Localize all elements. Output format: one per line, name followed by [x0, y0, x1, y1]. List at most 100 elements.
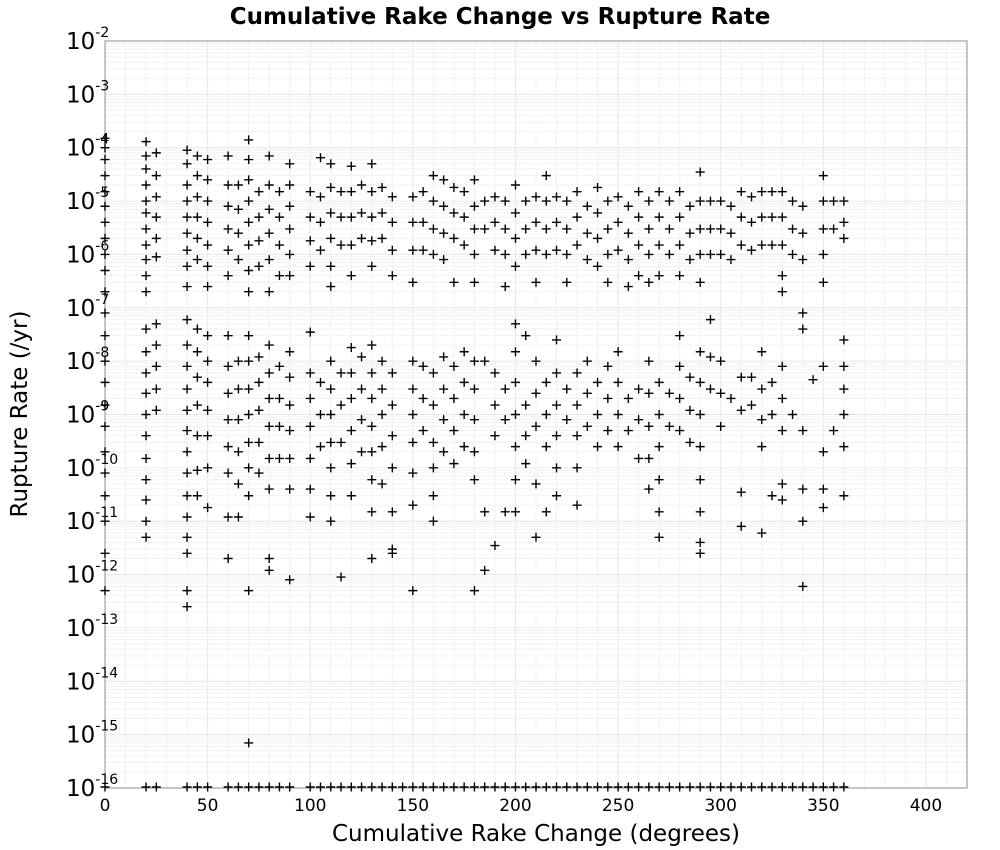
data-point: [449, 361, 459, 371]
y-tick-label: 10-16: [66, 772, 118, 802]
data-point: [439, 447, 449, 457]
data-point: [521, 400, 531, 410]
data-point: [377, 384, 387, 394]
data-point: [244, 410, 254, 419]
data-point: [500, 224, 510, 234]
data-point: [685, 201, 695, 211]
data-point: [182, 282, 192, 292]
data-point: [367, 393, 377, 403]
data-point: [274, 393, 284, 403]
data-point: [244, 782, 254, 792]
data-point: [285, 347, 295, 357]
data-point: [654, 782, 664, 792]
data-point: [182, 447, 192, 457]
data-point: [634, 453, 644, 463]
data-point: [233, 180, 243, 190]
data-point: [757, 782, 767, 792]
x-tick-label: 50: [197, 796, 219, 816]
data-point: [469, 447, 479, 457]
data-point: [582, 782, 592, 792]
data-point: [459, 782, 469, 792]
data-point: [808, 375, 818, 385]
data-point: [552, 245, 562, 255]
data-point: [244, 155, 254, 165]
data-point: [736, 372, 746, 382]
y-tick-label: 10-13: [66, 612, 118, 642]
data-point: [664, 224, 674, 234]
data-point: [305, 421, 315, 431]
data-point: [552, 463, 562, 473]
data-point: [747, 372, 756, 382]
data-point: [151, 252, 161, 262]
data-point: [675, 426, 685, 436]
data-point: [305, 236, 315, 246]
data-point: [346, 212, 356, 222]
chart-title: Cumulative Rake Change vs Rupture Rate: [230, 4, 771, 30]
data-point: [839, 782, 849, 792]
data-point: [151, 782, 161, 792]
data-point: [521, 459, 531, 469]
data-point: [510, 507, 520, 517]
data-point: [726, 393, 736, 403]
data-point: [418, 393, 428, 403]
data-point: [705, 315, 715, 325]
data-point: [141, 368, 151, 378]
data-point: [582, 255, 592, 265]
data-point: [613, 192, 623, 202]
data-point: [367, 340, 377, 350]
data-point: [408, 782, 418, 792]
data-point: [449, 233, 459, 243]
data-point: [777, 495, 787, 505]
data-point: [695, 224, 705, 234]
data-point: [274, 187, 284, 197]
data-point: [777, 240, 787, 250]
data-point: [100, 400, 110, 410]
data-point: [531, 421, 541, 431]
data-point: [182, 512, 192, 522]
data-point: [285, 782, 295, 792]
data-point: [634, 240, 644, 250]
data-point: [552, 782, 562, 792]
data-point: [500, 384, 510, 394]
data-point: [336, 368, 346, 378]
data-point: [151, 319, 161, 329]
data-point: [593, 182, 603, 192]
data-point: [141, 240, 151, 250]
data-point: [100, 356, 110, 366]
data-point: [449, 426, 459, 436]
data-point: [777, 187, 787, 197]
data-point: [141, 271, 151, 281]
data-point: [408, 217, 418, 227]
data-point: [459, 410, 469, 419]
data-point: [264, 228, 274, 238]
data-point: [562, 782, 572, 792]
data-point: [428, 196, 438, 206]
data-point: [623, 282, 633, 292]
data-point: [705, 782, 715, 792]
data-point: [582, 201, 592, 211]
data-point: [223, 361, 233, 371]
data-point: [695, 347, 705, 357]
data-point: [695, 410, 705, 419]
data-point: [305, 368, 315, 378]
data-point: [469, 384, 479, 394]
data-point: [623, 426, 633, 436]
data-point: [798, 324, 808, 334]
data-point: [510, 319, 520, 329]
data-point: [192, 324, 202, 334]
x-tick-label: 150: [397, 796, 429, 816]
data-point: [572, 240, 582, 250]
data-point: [367, 421, 377, 431]
data-point: [500, 196, 510, 206]
data-point: [316, 153, 325, 163]
data-point: [428, 437, 438, 447]
data-point: [100, 265, 110, 275]
data-point: [695, 277, 705, 287]
data-point: [603, 277, 613, 287]
data-point: [377, 782, 387, 792]
data-point: [439, 201, 449, 211]
data-point: [767, 240, 777, 250]
data-point: [510, 377, 520, 387]
data-point: [244, 196, 254, 206]
data-point: [562, 277, 572, 287]
